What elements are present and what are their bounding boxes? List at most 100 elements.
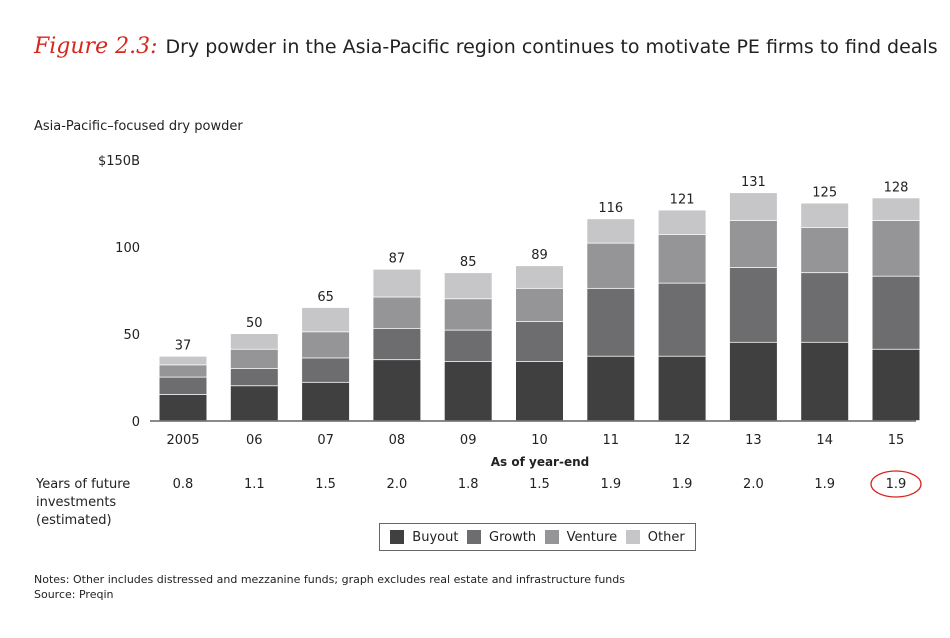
bar-venture-09 [444,299,492,330]
bar-venture-08 [373,297,421,328]
x-tick-label-15: 15 [888,433,905,448]
bar-venture-06 [230,349,278,368]
bar-buyout-11 [587,356,635,421]
years-value-06: 1.1 [244,477,265,492]
bar-buyout-14 [801,342,849,421]
bar-buyout-09 [444,361,492,421]
notes-text: Notes: Other includes distressed and mez… [34,573,625,586]
legend-swatch-growth [467,530,482,544]
y-tick-label-2: 100 [115,241,140,256]
bar-other-11 [587,219,635,243]
x-tick-label-12: 12 [674,433,691,448]
bar-other-13 [729,193,777,221]
bar-venture-2005 [159,365,207,377]
years-value-10: 1.5 [529,477,550,492]
bar-buyout-13 [729,342,777,421]
total-label-10: 89 [531,248,548,263]
total-label-14: 125 [812,186,837,201]
years-value-11: 1.9 [600,477,621,492]
figure-title: Dry powder in the Asia-Pacific region co… [165,36,938,58]
figure-label: Figure 2.3: [34,34,158,59]
y-tick-label-3: $150B [98,154,140,169]
bar-other-08 [373,269,421,297]
years-value-13: 2.0 [743,477,764,492]
bar-growth-06 [230,368,278,386]
bar-buyout-10 [516,361,563,421]
total-label-07: 65 [317,290,334,305]
bar-other-15 [872,198,920,221]
x-tick-label-14: 14 [816,433,833,448]
x-tick-label-07: 07 [317,433,334,448]
bar-other-09 [444,273,492,299]
years-label-line-1: investments [36,495,116,510]
bar-growth-07 [302,358,350,382]
bar-venture-13 [729,220,777,268]
legend-label-growth: Growth [489,529,537,545]
years-label-line-2: (estimated) [36,513,112,528]
bar-venture-15 [872,220,920,276]
bar-buyout-2005 [159,394,207,421]
legend-label-buyout: Buyout [412,529,459,545]
bar-buyout-08 [373,360,421,421]
legend-swatch-venture [544,530,559,544]
x-tick-label-08: 08 [389,433,406,448]
x-tick-label-2005: 2005 [166,433,199,448]
bar-other-06 [230,334,278,349]
bar-growth-11 [587,288,635,356]
bar-growth-12 [658,283,706,356]
total-label-06: 50 [246,316,263,331]
total-label-09: 85 [460,255,477,270]
legend-item-venture: Venture [544,529,618,545]
years-value-2005: 0.8 [173,477,194,492]
bar-growth-13 [729,267,777,342]
legend-label-other: Other [647,529,685,545]
years-value-12: 1.9 [672,477,693,492]
total-label-13: 131 [741,175,766,190]
bar-buyout-15 [872,349,920,421]
legend-item-other: Other [625,529,685,545]
chart-title: Figure 2.3: Dry powder in the Asia-Pacifi… [34,34,938,59]
bar-growth-10 [516,321,563,362]
years-label-line-0: Years of future [35,477,130,492]
x-tick-label-09: 09 [460,433,477,448]
bar-growth-2005 [159,377,207,395]
bar-buyout-07 [302,382,350,421]
bar-growth-08 [373,328,421,360]
y-tick-label-0: 0 [132,415,140,430]
y-axis-title: Asia-Pacific–focused dry powder [34,119,243,134]
years-value-14: 1.9 [814,477,835,492]
bar-other-12 [658,210,706,235]
bar-venture-07 [302,332,350,358]
legend-label-venture: Venture [566,529,618,545]
x-tick-label-11: 11 [603,433,620,448]
legend-swatch-buyout [390,530,405,544]
total-label-11: 116 [598,201,623,216]
total-label-2005: 37 [175,339,192,354]
bar-other-14 [801,203,849,228]
bar-growth-09 [444,330,492,362]
bar-other-07 [302,307,350,332]
bar-venture-11 [587,243,635,288]
bar-growth-14 [801,273,849,342]
legend-item-buyout: Buyout [390,530,458,545]
bar-other-10 [516,266,563,288]
bar-growth-15 [872,276,920,349]
x-tick-label-13: 13 [745,433,762,448]
x-tick-label-06: 06 [246,433,263,448]
bar-venture-14 [801,227,849,273]
bar-buyout-12 [658,356,706,421]
legend-swatch-other [625,530,640,544]
y-tick-label-1: 50 [123,328,140,343]
total-label-12: 121 [670,192,695,207]
notes: Notes: Other includes distressed and mez… [34,572,625,602]
highlight-circle [870,470,922,498]
total-label-15: 128 [884,180,909,195]
x-axis-title: As of year-end [491,455,589,469]
years-value-07: 1.5 [315,477,336,492]
years-value-08: 2.0 [387,477,408,492]
bar-venture-12 [658,234,706,283]
source-text: Source: Preqin [34,588,114,601]
legend: Buyout Growth Venture Other [379,523,696,551]
bar-venture-10 [516,288,563,322]
